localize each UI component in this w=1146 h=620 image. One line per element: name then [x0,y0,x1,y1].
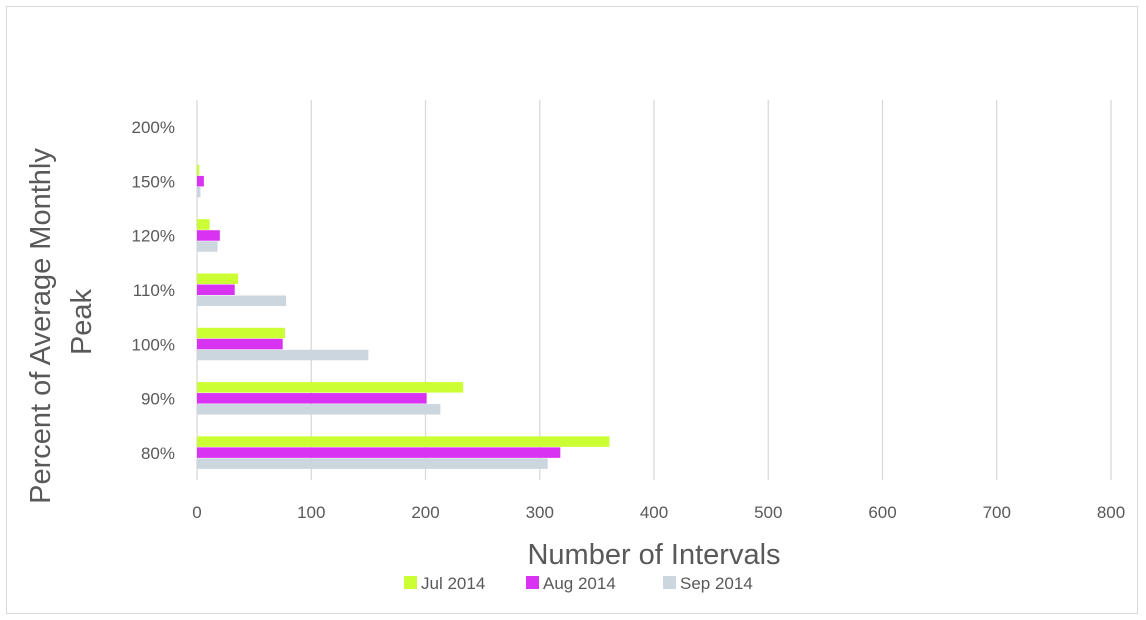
chart-frame [6,6,1138,614]
bar-aug-2014-100pct [197,338,283,350]
x-tick-label: 800 [1097,503,1125,522]
x-tick-labels: 0 100 200 300 400 500 600 700 800 [192,503,1125,522]
y-axis-title-line-2: Peak [66,288,98,355]
x-tick-label: 100 [297,503,325,522]
legend-label: Aug 2014 [543,574,616,593]
bar-sep-2014-110pct [197,295,287,306]
bar-jul-2014-100pct [197,327,285,339]
x-tick-label: 400 [640,503,668,522]
bars [197,164,610,469]
bar-jul-2014-110pct [197,273,239,284]
y-tick-label: 80% [141,444,175,463]
y-tick-label: 200% [132,118,175,137]
bar-sep-2014-90pct [197,404,441,415]
bar-sep-2014-80pct [197,458,548,469]
legend-label: Jul 2014 [421,574,485,593]
legend-swatch [526,576,539,589]
x-tick-label: 600 [868,503,896,522]
y-tick-label: 110% [133,281,175,300]
legend-label: Sep 2014 [680,574,753,593]
x-tick-label: 300 [526,503,554,522]
legend-swatch [663,576,676,589]
x-tick-label: 500 [754,503,782,522]
x-tick-label: 0 [192,503,201,522]
y-axis-title: Percent of Average Monthly Peak [25,140,98,504]
bar-jul-2014-90pct [197,382,464,393]
bar-sep-2014-150pct [197,186,201,198]
y-tick-label: 150% [132,172,175,191]
bar-sep-2014-100pct [197,349,369,361]
bar-jul-2014-80pct [197,436,610,447]
y-axis-title-line-1: Percent of Average Monthly [25,148,57,504]
bar-jul-2014-150pct [197,164,200,176]
x-axis-title: Number of Intervals [527,539,780,571]
x-tick-label: 200 [411,503,439,522]
bar-aug-2014-80pct [197,447,561,458]
legend: Jul 2014 Aug 2014 Sep 2014 [404,574,753,593]
bar-aug-2014-110pct [197,284,235,295]
x-tick-label: 700 [983,503,1011,522]
bar-aug-2014-90pct [197,393,427,404]
y-tick-label: 100% [132,335,175,354]
gridlines [196,100,1112,480]
bar-jul-2014-120pct [197,219,210,230]
y-tick-label: 90% [141,390,175,409]
legend-swatch [404,576,417,589]
bar-sep-2014-120pct [197,241,218,252]
bar-aug-2014-120pct [197,230,220,241]
y-tick-label: 120% [132,227,175,246]
y-tick-labels: 80% 90% 100% 110% 120% 150% 200% [132,118,175,463]
bar-aug-2014-150pct [197,175,204,187]
